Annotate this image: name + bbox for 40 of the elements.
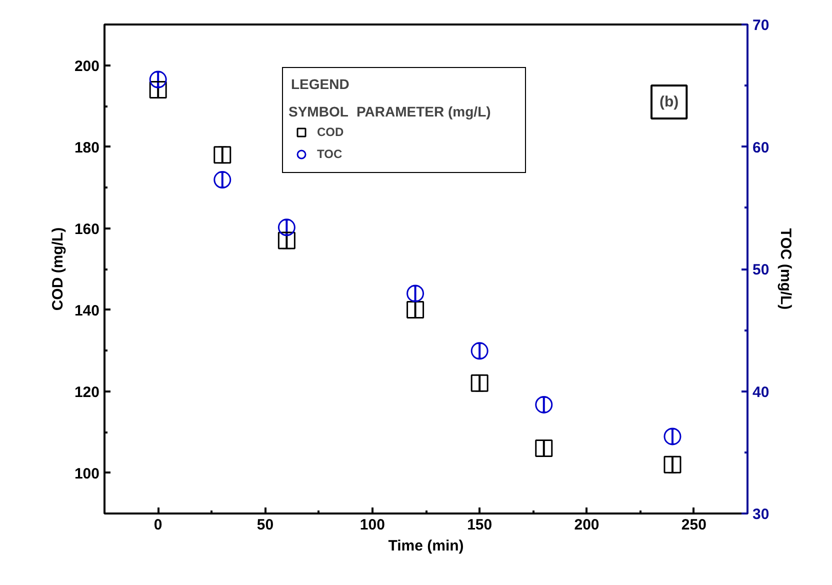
y-tick-label: 200 bbox=[74, 58, 100, 75]
y-tick-label: 140 bbox=[74, 302, 100, 320]
point bbox=[406, 301, 424, 318]
point bbox=[214, 171, 232, 188]
y-tick-label: 160 bbox=[74, 220, 100, 238]
point bbox=[149, 70, 167, 88]
legend-label: TOC bbox=[317, 147, 344, 161]
y-tick-label: 100 bbox=[74, 465, 100, 482]
y2-tick-label: 60 bbox=[752, 139, 770, 156]
point bbox=[406, 284, 424, 302]
point bbox=[214, 146, 232, 164]
y-tick-label: 120 bbox=[74, 384, 100, 401]
y2-tick-label: 50 bbox=[752, 262, 770, 278]
x-tick-label: 50 bbox=[256, 516, 274, 534]
point bbox=[278, 232, 296, 250]
y2-tick-label: 70 bbox=[752, 17, 770, 34]
x-tick-label: 0 bbox=[154, 516, 162, 534]
point bbox=[664, 456, 682, 474]
point bbox=[470, 342, 488, 360]
point bbox=[664, 428, 682, 446]
legend-title: LEGEND bbox=[291, 76, 350, 92]
point bbox=[278, 218, 296, 236]
x-tick-label: 200 bbox=[574, 516, 600, 534]
x-tick-label: 250 bbox=[681, 516, 706, 534]
y-tick-label: 180 bbox=[74, 139, 100, 156]
x-tick-label: 150 bbox=[467, 516, 492, 534]
x-tick-label: 100 bbox=[360, 516, 385, 534]
y-axis-title: COD (mg/L) bbox=[49, 227, 66, 311]
annotation: SYMBOL bbox=[288, 104, 349, 120]
y2-tick-label: 30 bbox=[752, 506, 770, 523]
annotation: (b) bbox=[660, 94, 679, 110]
legend-label: COD bbox=[317, 125, 345, 139]
point bbox=[149, 80, 167, 98]
y2-axis-title: TOC (mg/L) bbox=[777, 228, 794, 310]
point bbox=[470, 374, 488, 392]
annotation: PARAMETER (mg/L) bbox=[356, 104, 491, 120]
point bbox=[535, 396, 553, 414]
x-axis-title: Time (min) bbox=[388, 538, 464, 554]
point bbox=[535, 440, 553, 458]
y2-tick-label: 40 bbox=[752, 384, 770, 401]
